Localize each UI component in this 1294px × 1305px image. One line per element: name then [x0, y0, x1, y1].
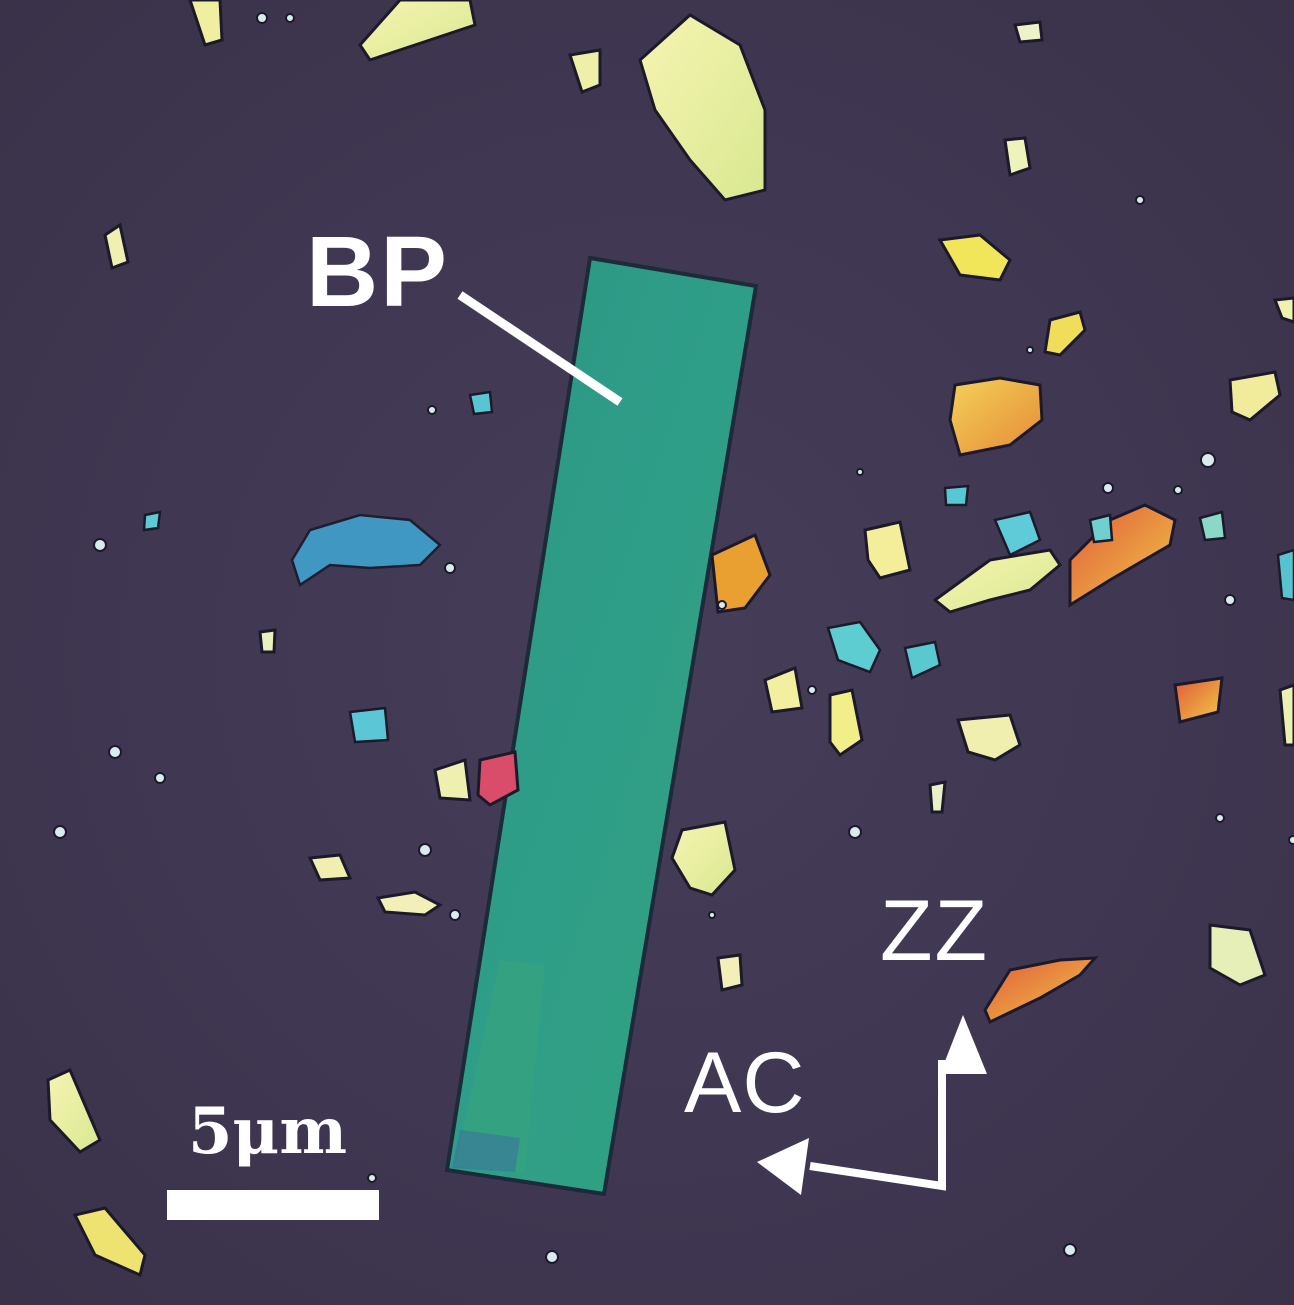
zigzag-axis-label: ZZ — [880, 883, 990, 979]
axis-arrows — [809, 1060, 946, 1191]
debris-dots — [53, 12, 1294, 1264]
bp-flake — [444, 255, 759, 1197]
zz-arrowhead-icon — [940, 1015, 987, 1074]
cyan-flakes — [142, 390, 1294, 744]
orange-flakes — [476, 376, 1224, 1025]
armchair-axis-label: AC — [684, 1035, 806, 1131]
bp-flake-label: BP — [306, 216, 449, 328]
scale-bar — [167, 1190, 379, 1220]
bp-pointer-line — [457, 291, 623, 406]
yellow-flakes — [46, 0, 1294, 1278]
ac-arrowhead-icon — [757, 1138, 809, 1195]
scale-bar-label: 5μm — [188, 1094, 348, 1169]
